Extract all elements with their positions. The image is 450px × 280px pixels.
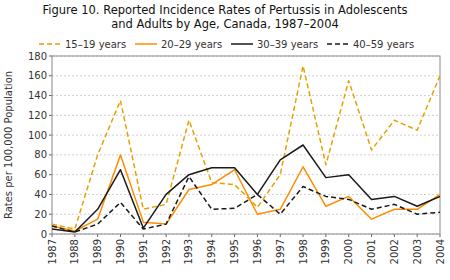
series-line: [52, 155, 440, 231]
grid-line: [52, 154, 440, 155]
y-tick-label: 180: [28, 51, 47, 62]
y-tick-label: 160: [28, 70, 47, 81]
x-tick-label: 1994: [206, 239, 217, 264]
y-tick-label: 20: [34, 209, 47, 220]
x-tick-label: 1989: [92, 239, 103, 264]
title: Figure 10. Reported Incidence Rates of P…: [42, 3, 407, 17]
series-line: [52, 145, 440, 232]
grid-line: [52, 174, 440, 175]
legend-label: 15–19 years: [65, 39, 126, 50]
x-tick-label: 1993: [183, 239, 194, 264]
x-tick-label: 2001: [366, 239, 377, 264]
legend-swatch: [327, 43, 349, 45]
x-tick-label: 1997: [275, 239, 286, 264]
lines: [52, 66, 440, 232]
x-tick-label: 2000: [343, 239, 354, 264]
chart: Figure 10. Reported Incidence Rates of P…: [0, 0, 450, 280]
grid-line: [52, 115, 440, 116]
grid-line: [52, 75, 440, 76]
subtitle: and Adults by Age, Canada, 1987–2004: [111, 17, 339, 31]
legend-swatch: [231, 43, 253, 45]
x-tick-label: 2004: [435, 239, 446, 264]
grid: [52, 56, 440, 234]
legend: 15–19 years 20–29 years 30–39 years 40–59 y…: [39, 39, 414, 50]
grid-line: [52, 135, 440, 136]
y-tick-label: 40: [34, 189, 47, 200]
legend-swatch: [39, 43, 61, 45]
y-tick-label: 120: [28, 110, 47, 121]
y-tick-label: 100: [28, 130, 47, 141]
x-tick-label: 1992: [161, 239, 172, 264]
x-tick-label: 2003: [412, 239, 423, 264]
legend-label: 40–59 years: [353, 39, 414, 50]
grid-line: [52, 95, 440, 96]
legend-swatch: [135, 43, 157, 45]
x-tick-label: 1995: [229, 239, 240, 264]
grid-line: [52, 194, 440, 195]
series-line: [52, 66, 440, 229]
series-line: [52, 177, 440, 232]
y-tick-label: 0: [41, 229, 47, 240]
x-tick-label: 1990: [115, 239, 126, 264]
x-tick-label: 1999: [320, 239, 331, 264]
y-axis-label: Rates per 100,000 Population: [3, 71, 14, 219]
x-tick-label: 2002: [389, 239, 400, 264]
x-tick-label: 1988: [69, 239, 80, 264]
y-tick-label: 140: [28, 90, 47, 101]
plot-frame: [52, 56, 440, 234]
x-tick-label: 1991: [138, 239, 149, 264]
x-tick-label: 1998: [298, 239, 309, 264]
legend-label: 30–39 years: [257, 39, 318, 50]
x-tick-label: 1987: [47, 239, 58, 264]
y-tick-label: 60: [34, 169, 47, 180]
legend-label: 20–29 years: [161, 39, 222, 50]
y-tick-label: 80: [34, 149, 47, 160]
x-tick-label: 1996: [252, 239, 263, 264]
